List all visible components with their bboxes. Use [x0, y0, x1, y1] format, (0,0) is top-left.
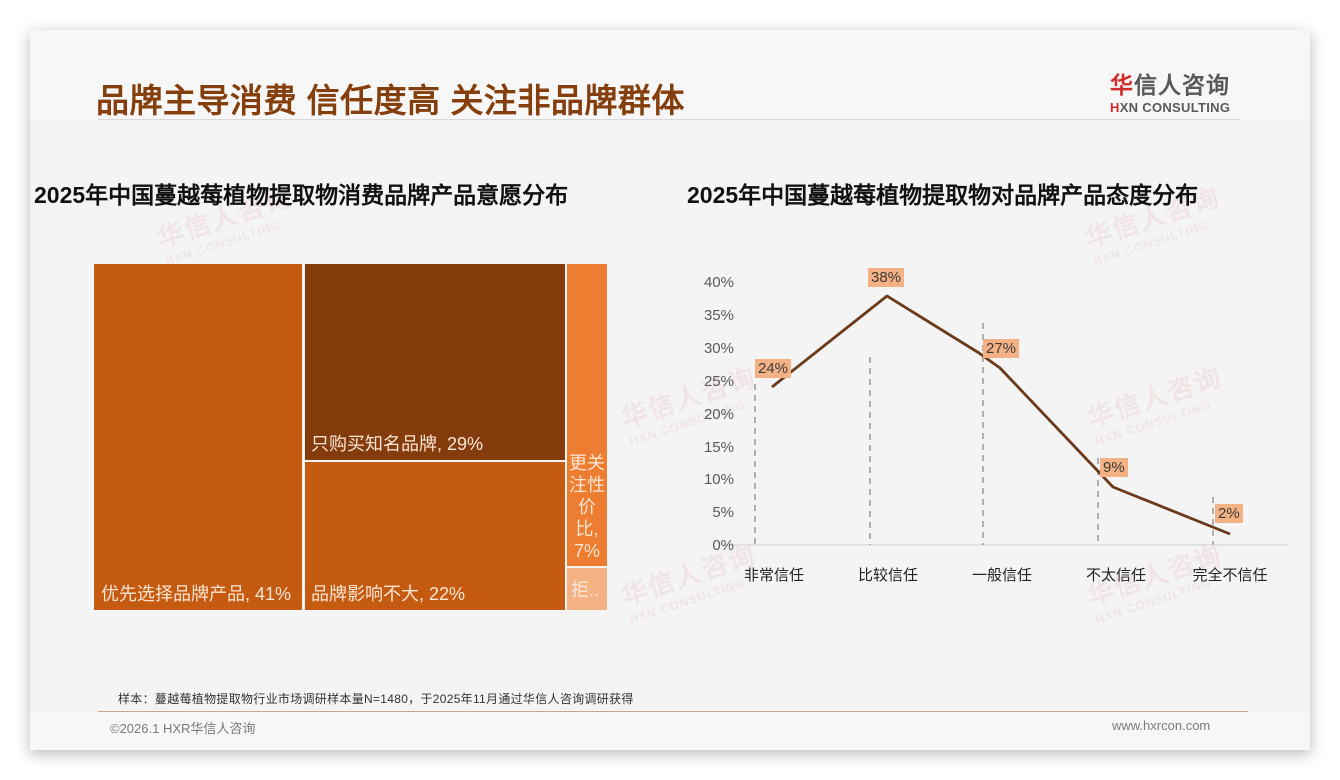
footer-band	[30, 712, 1310, 750]
page-title: 品牌主导消费 信任度高 关注非品牌群体	[96, 82, 685, 119]
logo-hua-char: 华	[1110, 72, 1134, 98]
data-label: 27%	[983, 339, 1020, 358]
slide: 品牌主导消费 信任度高 关注非品牌群体 华信人咨询 HXN CONSULTING…	[30, 30, 1310, 750]
title-divider	[98, 119, 1240, 120]
y-tick: 15%	[703, 439, 734, 456]
y-tick: 20%	[703, 406, 734, 423]
data-label: 24%	[755, 359, 792, 378]
y-tick: 10%	[703, 471, 734, 488]
website-link[interactable]: www.hxrcon.com	[1112, 718, 1211, 733]
logo-en: HXN CONSULTING	[1110, 100, 1250, 115]
trust-series-line	[771, 294, 1231, 536]
x-tick: 比较信任	[857, 567, 919, 584]
x-tick: 非常信任	[743, 567, 805, 584]
line-chart-title: 2025年中国蔓越莓植物提取物对品牌产品态度分布	[687, 182, 1199, 208]
company-logo: 华信人咨询 HXN CONSULTING	[1110, 66, 1250, 115]
y-tick: 25%	[703, 373, 734, 390]
data-label: 9%	[1100, 458, 1128, 477]
treemap-chart: 优先选择品牌产品, 41% 只购买知名品牌, 29% 品牌影响不大, 22% 更…	[94, 264, 608, 612]
logo-h-char: H	[1110, 100, 1120, 115]
x-tick: 一般信任	[971, 567, 1033, 584]
copyright: ©2026.1 HXR华信人咨询	[110, 721, 256, 736]
treemap-tile-only-famous-brand: 只购买知名品牌, 29%	[305, 264, 565, 460]
y-tick: 40%	[703, 274, 734, 291]
sample-note: 样本：蔓越莓植物提取物行业市场调研样本量N=1480，于2025年11月通过华信…	[118, 692, 634, 706]
data-label: 38%	[868, 268, 905, 287]
data-label: 2%	[1215, 504, 1243, 523]
footer-divider	[98, 711, 1248, 712]
treemap-tile-reject: 拒..	[567, 568, 607, 610]
x-tick: 完全不信任	[1192, 567, 1268, 584]
y-tick: 5%	[712, 504, 734, 521]
line-chart: 40% 35% 30% 25% 20% 15% 10% 5% 0% 非常信任 比…	[650, 260, 1310, 600]
header-band	[30, 30, 1310, 120]
x-tick: 不太信任	[1085, 567, 1147, 584]
treemap-tile-value-for-money: 更关注性价比, 7%	[567, 264, 607, 566]
logo-cn: 华信人咨询	[1110, 66, 1250, 100]
treemap-tile-prefer-brand: 优先选择品牌产品, 41%	[94, 264, 302, 610]
line-chart-plot	[724, 294, 1287, 546]
treemap-title: 2025年中国蔓越莓植物提取物消费品牌产品意愿分布	[34, 182, 569, 208]
y-tick: 35%	[703, 307, 734, 324]
logo-cn-rest: 信人咨询	[1134, 72, 1230, 98]
treemap-tile-brand-little-impact: 品牌影响不大, 22%	[305, 462, 565, 610]
y-tick: 30%	[703, 340, 734, 357]
logo-en-rest: XN CONSULTING	[1119, 100, 1231, 115]
y-tick: 0%	[712, 537, 734, 554]
